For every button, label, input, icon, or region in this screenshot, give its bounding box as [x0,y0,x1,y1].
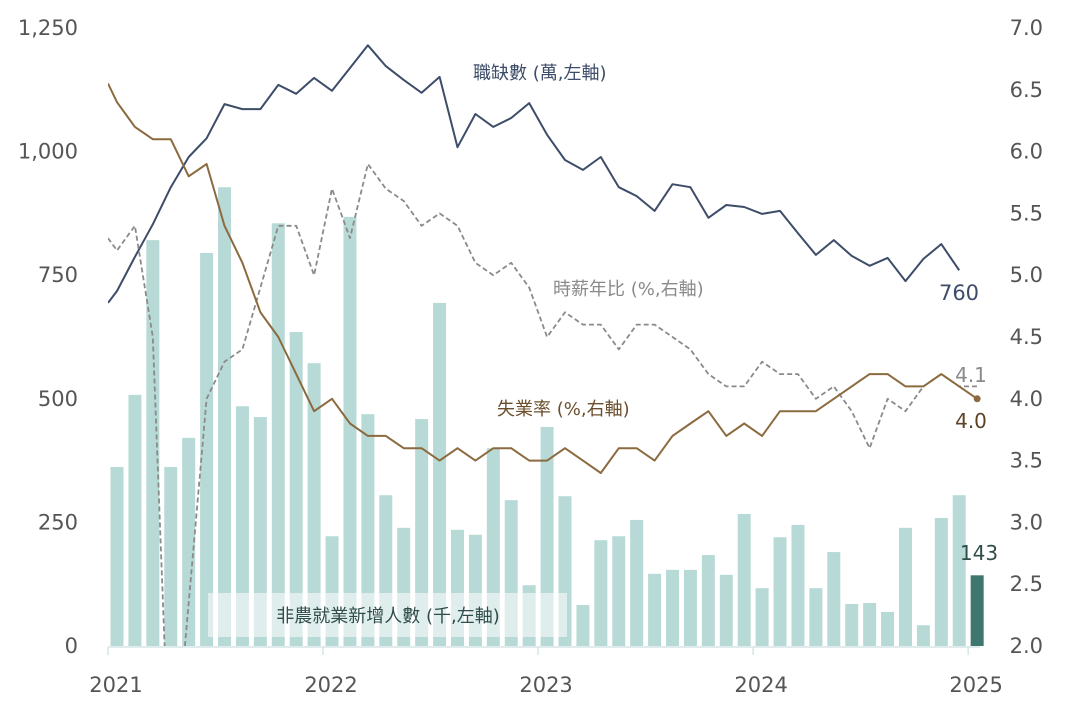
right-axis-tick-label: 4.5 [1010,325,1043,349]
payrolls-bar [755,588,769,646]
unemployment-line [108,83,978,474]
x-axis-tick-label: 2025 [949,673,1002,697]
right-axis-tick-label: 3.0 [1010,510,1043,534]
wage-growth-end-label: 4.1 [955,363,987,387]
right-axis-tick-label: 5.5 [1010,201,1043,225]
payrolls-bar [128,394,142,646]
bar-series-label: 非農就業新增人數 (千,左軸) [276,606,500,627]
payrolls-bar [110,467,124,646]
payrolls-bar [719,574,733,646]
wage-growth-line [108,163,978,646]
payrolls-bar [307,363,321,646]
x-axis-tick-label: 2023 [519,673,572,697]
payrolls-bar [218,187,232,647]
left-axis-tick-label: 0 [65,634,78,658]
unemployment-end-marker [973,395,981,403]
payrolls-bar [540,426,554,646]
payrolls-bar [827,552,841,646]
payrolls-bar [916,625,930,646]
right-axis-tick-label: 7.0 [1010,16,1043,40]
payrolls-bar [737,513,751,646]
payrolls-bar [630,519,644,646]
payrolls-bar [648,573,662,646]
payrolls-bar [952,495,966,646]
payrolls-bar [970,575,984,646]
right-axis-tick-label: 3.5 [1010,449,1043,473]
payrolls-bar [683,569,697,646]
payrolls-bar [164,467,178,646]
payrolls-bar [361,414,375,646]
payrolls-bar [881,611,895,646]
job-openings-line [108,44,961,304]
right-axis-ticks: 2.0 2.5 3.0 3.5 4.0 4.5 5.0 5.5 6.0 6.5 7.0 [1010,16,1043,658]
x-axis-ticks: 2021 2022 2023 2024 2025 [89,647,1003,697]
bar-series-label-box [208,593,567,637]
right-axis-tick-label: 5.0 [1010,263,1043,287]
left-axis-tick-label: 1,250 [18,16,78,40]
right-axis-tick-label: 4.0 [1010,387,1043,411]
payrolls-bar [863,602,877,646]
left-axis-tick-label: 500 [38,387,78,411]
payrolls-bar [433,302,447,646]
payrolls-bar [594,540,608,646]
payrolls-bar [701,555,715,646]
right-axis-tick-label: 2.0 [1010,634,1043,658]
payrolls-bar [845,603,859,646]
x-axis-tick-label: 2021 [89,673,142,697]
payrolls-bar [200,252,214,646]
payrolls-bar [666,569,680,646]
payrolls-bar [612,536,626,646]
payrolls-bar [289,332,303,646]
payrolls-bar [898,527,912,646]
right-axis-tick-label: 6.0 [1010,140,1043,164]
left-axis-ticks: 0 250 500 750 1,000 1,250 [18,16,78,658]
payrolls-bar [773,537,787,646]
payrolls-bar [576,604,590,646]
payrolls-bar [271,223,285,646]
payrolls-bar [809,588,823,646]
left-axis-tick-label: 750 [38,263,78,287]
unemployment-end-label: 4.0 [955,409,987,433]
job-openings-end-label: 760 [939,281,979,305]
x-axis-tick-label: 2022 [304,673,357,697]
payrolls-bar [182,437,196,646]
payrolls-bar [343,216,357,647]
job-openings-label: 職缺數 (萬,左軸) [473,63,607,84]
x-axis-tick-label: 2024 [734,673,787,697]
right-axis-tick-label: 6.5 [1010,78,1043,102]
payrolls-bar [253,417,267,646]
left-axis-tick-label: 250 [38,510,78,534]
left-axis-tick-label: 1,000 [18,140,78,164]
payrolls-bar [415,419,429,646]
payrolls-bar [791,524,805,646]
wage-growth-label: 時薪年比 (%,右軸) [553,279,704,300]
payrolls-bar [235,406,249,646]
unemployment-label: 失業率 (%,右軸) [497,399,630,420]
lines-group [108,44,978,646]
payrolls-bar [146,240,160,646]
payrolls-bar [934,517,948,646]
right-axis-tick-label: 2.5 [1010,572,1043,596]
payrolls-end-label: 143 [960,541,998,565]
